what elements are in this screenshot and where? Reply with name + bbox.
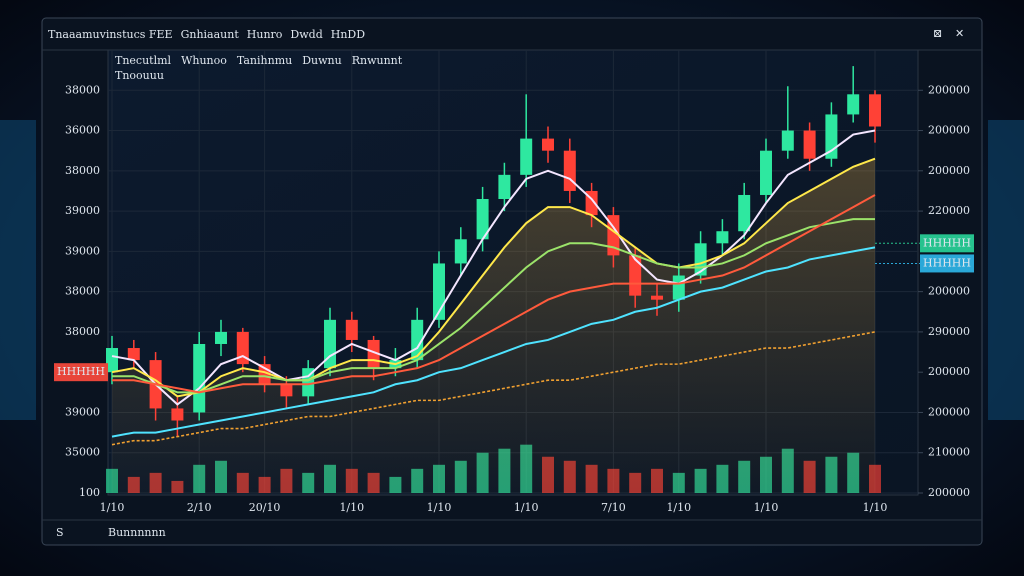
- legend-entry: Tnecutlml: [115, 54, 172, 67]
- candle-body: [302, 368, 315, 397]
- candle-body: [193, 343, 206, 413]
- candle-body: [607, 215, 620, 256]
- candle-body: [498, 174, 511, 200]
- x-tick-label: 7/10: [601, 501, 626, 514]
- candle-body: [629, 255, 642, 296]
- candle-body: [280, 384, 293, 397]
- y2-tick-label: 200000: [928, 83, 970, 96]
- title-part: Gnhiaaunt: [181, 28, 240, 41]
- title-part: Dwdd: [290, 28, 322, 41]
- y-tick-label: 38000: [65, 325, 100, 338]
- ma-line: [112, 194, 876, 394]
- y2-tick-label: 200000: [928, 365, 970, 378]
- candle-body: [716, 231, 729, 244]
- title-part: Tnaaamuvinstucs FEE: [48, 28, 173, 41]
- subtitle: Tnoouuu: [115, 69, 164, 82]
- title-part: Hunro: [247, 28, 283, 41]
- candle-body: [411, 319, 424, 361]
- candle-body: [847, 94, 860, 115]
- candle-body: [825, 114, 838, 159]
- y-tick-label: 36000: [65, 124, 100, 137]
- candle-body: [345, 319, 358, 340]
- y2-tick-label: 200000: [928, 405, 970, 418]
- price-badge: [920, 254, 974, 273]
- candle-body: [563, 150, 576, 191]
- candle-body: [476, 199, 489, 240]
- price-badge-label: HHHHH: [57, 365, 105, 378]
- legend-entry: Duwnu: [302, 54, 342, 67]
- y-tick-label: 39000: [65, 244, 100, 257]
- x-tick-label: 1/10: [339, 501, 364, 514]
- candle-body: [672, 275, 685, 300]
- y2-tick-label: 200000: [928, 486, 970, 499]
- candle-body: [106, 348, 118, 373]
- candle-body: [454, 239, 467, 264]
- footer-text: Bunnnnnn: [108, 526, 166, 539]
- y2-tick-label: 290000: [928, 325, 970, 338]
- x-tick-label: 1/10: [754, 501, 779, 514]
- legend-entry: Whunoo: [181, 54, 227, 67]
- candle-body: [781, 130, 794, 151]
- candle-body: [367, 339, 380, 369]
- x-tick-label: 2/10: [187, 501, 212, 514]
- line-area: [112, 158, 875, 493]
- candle-body: [803, 130, 816, 159]
- y-tick-label: 39000: [65, 204, 100, 217]
- y2-tick-label: 210000: [928, 446, 970, 459]
- candle-body: [258, 364, 271, 385]
- y2-tick-label: 200000: [928, 124, 970, 137]
- price-badge-label: HHHHH: [923, 236, 971, 249]
- x-tick-label: 1/10: [514, 501, 539, 514]
- y2-tick-label: 220000: [928, 204, 970, 217]
- x-tick-label: 1/10: [666, 501, 691, 514]
- candle-body: [760, 150, 772, 195]
- price-badge: [920, 234, 974, 253]
- side-glow: [0, 120, 1024, 420]
- ma-line: [112, 218, 875, 394]
- candle-body: [520, 138, 533, 175]
- candle-body: [324, 319, 336, 369]
- price-badge-label: HHHHH: [923, 256, 971, 269]
- candle-body: [869, 94, 881, 127]
- candle-body: [738, 194, 751, 232]
- candle-body: [127, 348, 140, 361]
- candle-body: [542, 138, 554, 151]
- candle-body: [215, 331, 227, 344]
- price-badge: [54, 363, 108, 382]
- x-tick-label: 20/10: [249, 501, 281, 514]
- legend-entry: Tanihnmu: [237, 54, 292, 67]
- ma-line: [111, 331, 876, 446]
- candle-body: [651, 295, 663, 300]
- title-part: HnDD: [331, 28, 365, 41]
- x-tick-label: 1/10: [427, 501, 452, 514]
- y2-tick-label: 200000: [928, 164, 970, 177]
- y-tick-label: 35000: [65, 446, 100, 459]
- candle-body: [585, 190, 598, 216]
- x-tick-label: 1/10: [100, 501, 125, 514]
- y-tick-label: 38000: [65, 285, 100, 298]
- y2-tick-label: 200000: [928, 285, 970, 298]
- candle-body: [694, 243, 707, 276]
- ma-line: [111, 157, 876, 398]
- candle-body: [236, 331, 249, 365]
- minimize-button[interactable]: ⊠: [933, 27, 942, 40]
- close-button[interactable]: ✕: [955, 27, 964, 40]
- y-tick-label: 38000: [65, 83, 100, 96]
- y-tick-label: 38000: [65, 164, 100, 177]
- legend-entry: Rnwunnt: [352, 54, 403, 67]
- x-tick-label: 1/10: [863, 501, 888, 514]
- y-tick-label: 100: [79, 486, 100, 499]
- y-tick-label: 39000: [65, 405, 100, 418]
- ma-line: [111, 246, 876, 438]
- footer-icon: S: [56, 526, 64, 539]
- ma-line: [111, 129, 876, 406]
- candle-body: [433, 263, 445, 320]
- candle-body: [171, 408, 184, 421]
